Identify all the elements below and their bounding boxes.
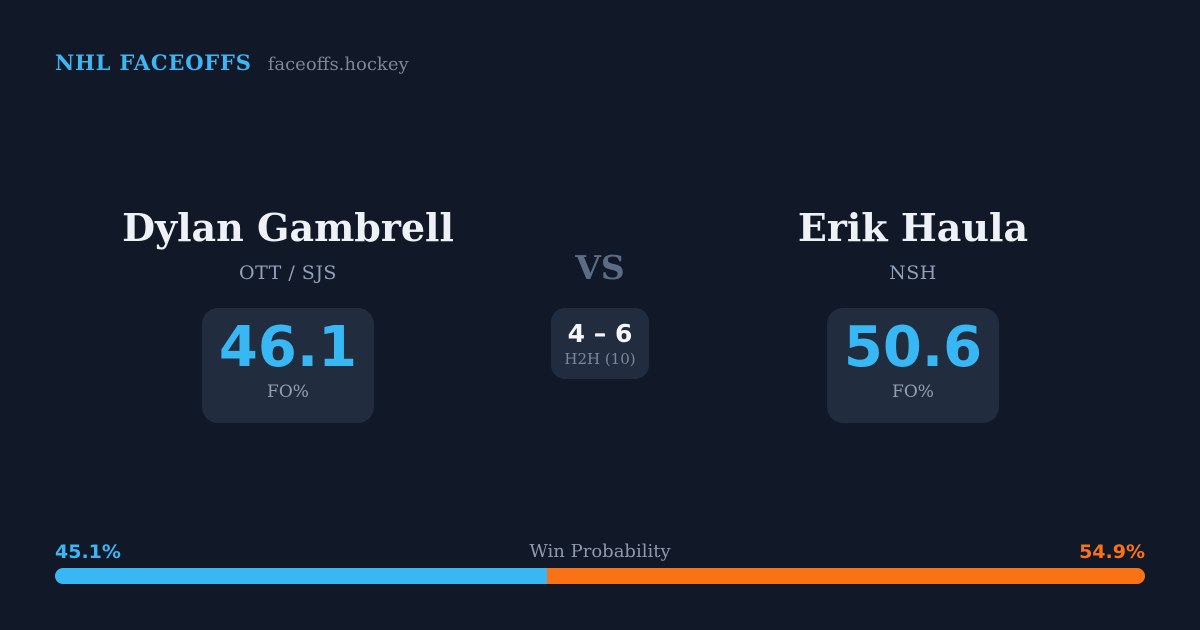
win-probability-left-pct: 45.1% [55,541,121,563]
win-probability-title: Win Probability [529,541,671,562]
versus-column: VS 4 – 6 H2H (10) [500,205,700,379]
win-probability-bar-left [55,568,547,584]
win-probability-labels: 45.1% Win Probability 54.9% [55,541,1145,563]
brand-domain: faceoffs.hockey [267,54,409,75]
player-left-team: OTT / SJS [239,262,337,284]
h2h-card: 4 – 6 H2H (10) [551,308,649,379]
player-right: Erik Haula NSH 50.6 FO% [713,205,1113,423]
player-left: Dylan Gambrell OTT / SJS 46.1 FO% [88,205,488,423]
brand-title: NHL FACEOFFS [55,50,252,75]
player-left-name: Dylan Gambrell [122,205,454,250]
player-right-name: Erik Haula [797,205,1029,250]
player-left-fo-label: FO% [267,382,309,402]
win-probability-bar-right [546,568,1145,584]
header: NHL FACEOFFS faceoffs.hockey [55,50,409,75]
vs-label: VS [575,248,625,287]
player-left-fo-value: 46.1 [218,315,358,380]
win-probability-bar [55,568,1145,584]
h2h-score: 4 – 6 [567,319,633,348]
player-right-fo-value: 50.6 [843,315,983,380]
comparison-section: Dylan Gambrell OTT / SJS 46.1 FO% VS 4 –… [0,205,1200,435]
player-left-stat-card: 46.1 FO% [202,308,374,423]
player-right-team: NSH [889,262,937,284]
player-right-stat-card: 50.6 FO% [827,308,999,423]
h2h-label: H2H (10) [564,350,636,368]
player-right-fo-label: FO% [892,382,934,402]
win-probability-right-pct: 54.9% [1079,541,1145,563]
